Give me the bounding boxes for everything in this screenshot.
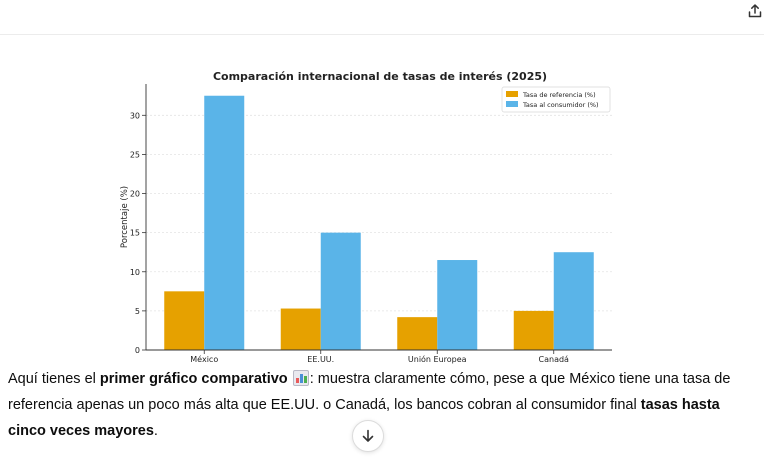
- legend-swatch: [506, 91, 518, 97]
- share-button[interactable]: [744, 0, 764, 22]
- message-intro: Aquí tienes el: [8, 371, 100, 387]
- bar-reference: [397, 317, 438, 350]
- legend: Tasa de referencia (%) Tasa al consumidor…: [501, 86, 611, 113]
- chart-image: 0 5 10 15 20 25 30 México EE.UU. Unión Europea Can…: [120, 70, 612, 364]
- y-axis-label: Porcentaje (%): [120, 186, 130, 248]
- message-bold-chart: primer gráfico comparativo: [99, 371, 288, 387]
- bar-reference: [513, 310, 554, 350]
- legend-label: Tasa al consumidor (%): [522, 101, 599, 109]
- bar-reference: [164, 291, 205, 350]
- chart-title: Comparación internacional de tasas de in…: [213, 70, 547, 83]
- message-bold-rates: tasas hasta cinco veces mayores: [8, 397, 720, 439]
- y-tick-label: 15: [130, 229, 140, 238]
- legend-box: [501, 86, 611, 113]
- share-icon: [748, 4, 762, 18]
- x-tick-label: México: [190, 354, 218, 364]
- message-middle: : muestra claramente cómo, pese a que Mé…: [8, 371, 731, 413]
- bar-reference: [280, 308, 321, 350]
- message-end: .: [153, 423, 158, 439]
- assistant-message: Aquí tienes el primer gráfico comparativ…: [8, 366, 744, 444]
- x-tick-label: EE.UU.: [307, 355, 334, 364]
- y-tick-label: 0: [135, 346, 140, 355]
- bar-consumer: [553, 252, 594, 350]
- y-tick-label: 25: [130, 150, 140, 159]
- y-tick-label: 5: [135, 307, 140, 316]
- bar-chart-emoji-icon: [292, 370, 309, 386]
- top-bar: [0, 0, 764, 35]
- bar-chart: 0 5 10 15 20 25 30 México EE.UU. Unión Europea Can…: [120, 70, 612, 364]
- legend-swatch: [506, 101, 518, 107]
- x-tick-label: Canadá: [539, 355, 570, 364]
- scroll-down-button[interactable]: [352, 420, 384, 452]
- bar-consumer: [320, 232, 361, 350]
- bar-consumer: [204, 95, 245, 350]
- legend-label: Tasa de referencia (%): [522, 91, 596, 99]
- y-tick-label: 10: [130, 268, 140, 277]
- y-tick-label: 20: [130, 190, 140, 199]
- bar-consumer: [437, 260, 478, 350]
- arrow-down-icon: [362, 429, 374, 442]
- x-tick-label: Unión Europea: [408, 354, 467, 364]
- axes: 0 5 10 15 20 25 30 México EE.UU. Unión Europea Can…: [130, 84, 612, 364]
- bars: [164, 95, 594, 350]
- y-tick-label: 30: [130, 111, 140, 120]
